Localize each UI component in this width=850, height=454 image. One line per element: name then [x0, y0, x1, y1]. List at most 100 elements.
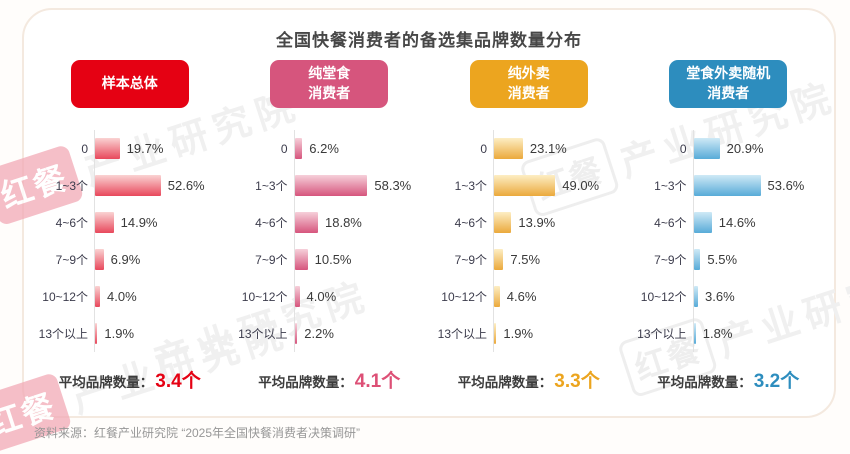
average-value: 3.3个	[554, 371, 600, 392]
bar	[494, 175, 556, 196]
bar-value-label: 18.8%	[325, 215, 362, 230]
group-badge-line: 堂食外卖随机	[686, 65, 771, 82]
bar	[693, 286, 698, 307]
bar-value-label: 14.6%	[718, 215, 756, 230]
source-note: 资料来源：红餐产业研究院 “2025年全国快餐消费者决策调研”	[34, 426, 361, 440]
group-badge-line: 消费者	[707, 85, 750, 101]
bar-value-label: 13.9%	[518, 215, 556, 230]
bar-row: 13个以上 1.9%	[433, 315, 625, 352]
bar-value-label: 20.9%	[726, 141, 764, 156]
bar-zone: 58.3%	[293, 167, 426, 204]
group-column: 样本总体 0 19.7% 1~3个 52.6% 4~6个 14.9% 7~9个 6.9% 10~1…	[34, 60, 226, 393]
category-label: 1~3个	[255, 179, 288, 193]
bar-row: 0 23.1%	[433, 130, 625, 167]
bar-row: 10~12个 4.6%	[433, 278, 625, 315]
category-label: 13个以上	[238, 327, 288, 341]
bar-zone: 18.8%	[293, 204, 426, 241]
bar-zone: 23.1%	[493, 130, 625, 167]
bar-zone: 7.5%	[493, 241, 625, 278]
bar-zone: 20.9%	[692, 130, 825, 167]
average-value: 3.2个	[753, 371, 800, 392]
bar-zone: 14.9%	[94, 204, 226, 241]
category-label: 10~12个	[441, 290, 487, 304]
bar-row: 13个以上 2.2%	[234, 315, 426, 352]
category-label: 13个以上	[437, 327, 487, 341]
chart-title: 全国快餐消费者的备选集品牌数量分布	[276, 31, 582, 50]
group-column: 纯外卖 消费者 0 23.1% 1~3个 49.0% 4~6个 13.9% 7~9个 7.5% 10…	[433, 60, 625, 393]
bar-row: 7~9个 10.5%	[234, 241, 426, 278]
average-row: 平均品牌数量： 3.2个	[633, 366, 825, 393]
bar-zone: 6.2%	[293, 130, 426, 167]
group-badge: 纯外卖 消费者	[469, 60, 588, 108]
bar	[294, 175, 368, 196]
bar-rows: 0 6.2% 1~3个 58.3% 4~6个 18.8% 7~9个 10.5% 10~12个 4.…	[234, 130, 426, 352]
bar-row: 4~6个 13.9%	[433, 204, 625, 241]
category-label: 1~3个	[454, 179, 487, 193]
bar-row: 7~9个 6.9%	[34, 241, 226, 278]
bar	[95, 138, 120, 159]
category-label: 7~9个	[454, 253, 487, 267]
bar-zone: 19.7%	[94, 130, 226, 167]
bar	[294, 249, 308, 270]
bar-zone: 1.9%	[493, 315, 625, 352]
bar	[95, 175, 161, 196]
bar-zone: 49.0%	[493, 167, 625, 204]
group-badge-line: 消费者	[507, 85, 550, 101]
bar-zone: 4.0%	[94, 278, 226, 315]
bar-row: 1~3个 53.6%	[633, 167, 825, 204]
bar-value-label: 6.2%	[309, 141, 339, 156]
bar-zone: 14.6%	[692, 204, 825, 241]
bar-row: 4~6个 18.8%	[234, 204, 426, 241]
bar-value-label: 23.1%	[529, 141, 567, 156]
bar-zone: 4.0%	[293, 278, 426, 315]
bar-zone: 52.6%	[94, 167, 226, 204]
bar	[693, 212, 712, 233]
bar	[693, 323, 696, 344]
bar	[494, 138, 523, 159]
bar-value-label: 3.6%	[705, 289, 735, 304]
bar	[95, 323, 98, 344]
bar	[95, 249, 104, 270]
bar-row: 0 19.7%	[34, 130, 226, 167]
average-label: 平均品牌数量：	[258, 375, 353, 390]
group-badge-line: 样本总体	[101, 75, 158, 92]
category-label: 13个以上	[637, 327, 687, 341]
bar-value-label: 19.7%	[126, 141, 164, 156]
average-value: 3.4个	[155, 371, 201, 392]
bar-value-label: 6.9%	[110, 252, 141, 267]
category-label: 0	[81, 141, 88, 156]
bar-value-label: 58.3%	[374, 178, 412, 193]
average-row: 平均品牌数量： 3.4个	[34, 366, 226, 393]
average-label: 平均品牌数量：	[657, 375, 752, 390]
bar-zone: 5.5%	[692, 241, 825, 278]
group-badge: 样本总体	[70, 60, 189, 108]
bar	[494, 249, 504, 270]
bar-value-label: 10.5%	[314, 252, 352, 267]
bar-zone: 1.8%	[692, 315, 825, 352]
category-label: 4~6个	[255, 216, 288, 230]
bar-row: 1~3个 52.6%	[34, 167, 226, 204]
bar-value-label: 2.2%	[304, 326, 334, 341]
bar-row: 1~3个 58.3%	[234, 167, 426, 204]
average-row: 平均品牌数量： 3.3个	[433, 366, 625, 393]
bar	[95, 212, 114, 233]
bar	[693, 249, 701, 270]
bar-value-label: 1.9%	[104, 326, 135, 341]
category-label: 10~12个	[42, 290, 88, 304]
bar-rows: 0 23.1% 1~3个 49.0% 4~6个 13.9% 7~9个 7.5% 10~12个 4.…	[433, 130, 625, 352]
category-label: 4~6个	[454, 216, 487, 230]
bar-value-label: 1.8%	[702, 326, 733, 341]
group-badge-line: 纯外卖	[507, 65, 550, 82]
bar-value-label: 4.6%	[506, 289, 537, 304]
category-label: 10~12个	[640, 290, 687, 304]
bar-value-label: 52.6%	[167, 178, 205, 193]
bar-zone: 6.9%	[94, 241, 226, 278]
bar-value-label: 53.6%	[767, 178, 805, 193]
bar	[494, 323, 497, 344]
bar-row: 0 6.2%	[234, 130, 426, 167]
bar-value-label: 49.0%	[562, 178, 600, 193]
bar-value-label: 4.0%	[107, 289, 137, 304]
bar-zone: 53.6%	[692, 167, 825, 204]
category-label: 4~6个	[654, 216, 687, 230]
bar	[294, 323, 298, 344]
